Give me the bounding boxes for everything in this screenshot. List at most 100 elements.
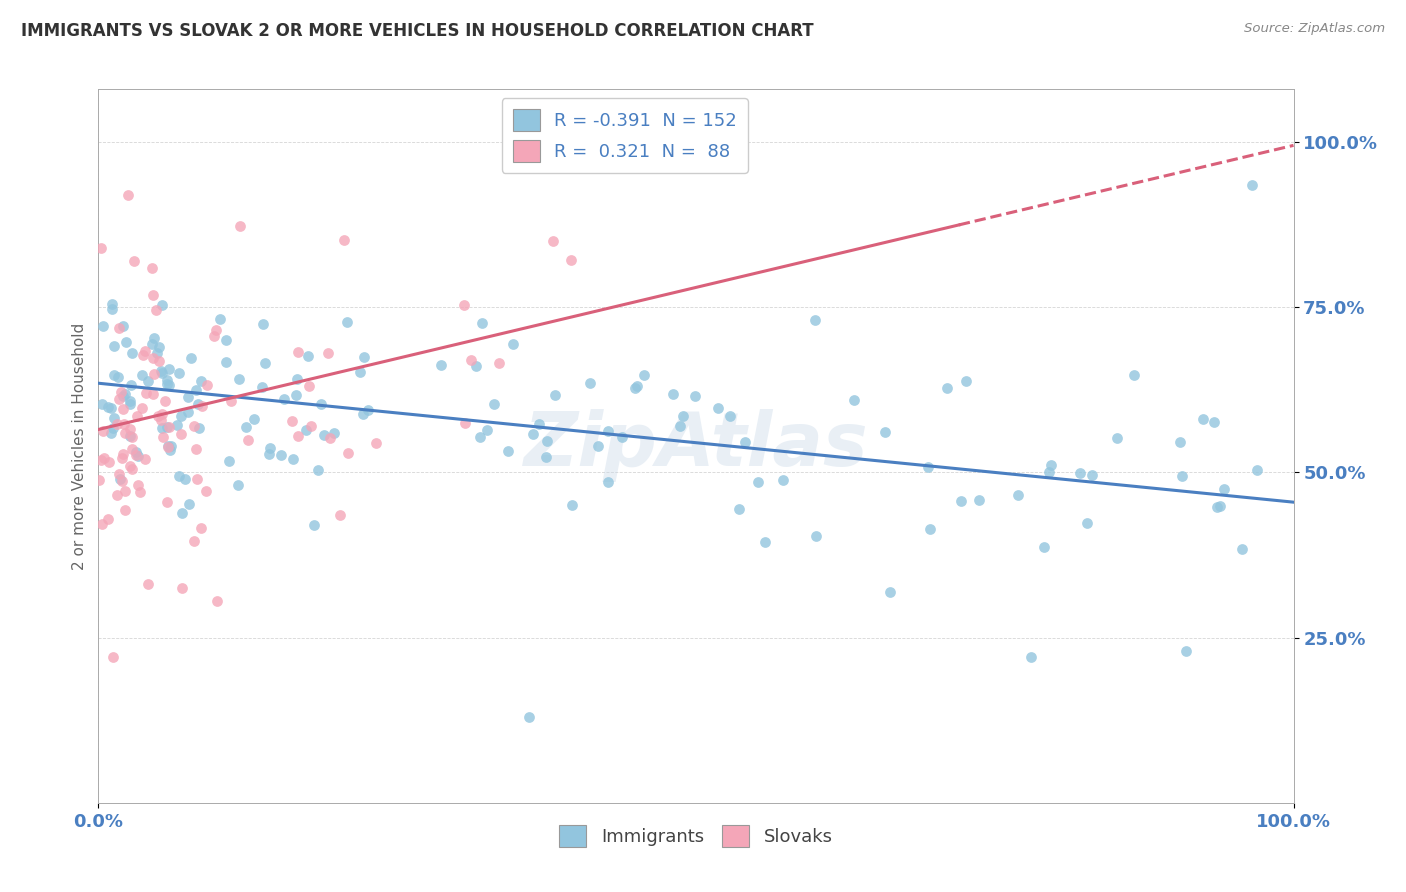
Point bbox=[259, 442, 281, 456]
Point bbox=[215, 333, 238, 347]
Point bbox=[1171, 468, 1194, 483]
Point bbox=[672, 409, 695, 423]
Point bbox=[337, 446, 360, 460]
Point bbox=[270, 448, 292, 462]
Point bbox=[150, 421, 173, 435]
Point bbox=[127, 478, 149, 492]
Point bbox=[1212, 482, 1234, 496]
Point bbox=[920, 522, 942, 536]
Point bbox=[118, 429, 141, 443]
Point bbox=[879, 585, 901, 599]
Point bbox=[156, 495, 179, 509]
Point bbox=[156, 373, 179, 387]
Point bbox=[366, 436, 388, 450]
Point bbox=[142, 367, 165, 381]
Point bbox=[108, 320, 131, 334]
Point bbox=[302, 518, 325, 533]
Point bbox=[124, 254, 146, 268]
Point bbox=[131, 368, 153, 383]
Point bbox=[586, 439, 609, 453]
Point bbox=[1240, 178, 1263, 192]
Point bbox=[148, 353, 170, 368]
Point bbox=[157, 439, 180, 453]
Point bbox=[108, 467, 131, 482]
Point bbox=[167, 366, 190, 380]
Point bbox=[734, 435, 756, 450]
Point bbox=[287, 344, 309, 359]
Point bbox=[527, 417, 550, 431]
Point bbox=[190, 521, 212, 535]
Point bbox=[1033, 540, 1056, 554]
Point bbox=[142, 386, 165, 401]
Point bbox=[728, 502, 751, 516]
Point bbox=[191, 399, 214, 413]
Point bbox=[685, 389, 707, 403]
Point bbox=[202, 328, 225, 343]
Point bbox=[287, 429, 309, 443]
Point bbox=[157, 420, 180, 434]
Point bbox=[316, 346, 339, 360]
Point bbox=[285, 372, 308, 386]
Point bbox=[772, 473, 794, 487]
Point bbox=[873, 425, 896, 439]
Point bbox=[101, 302, 124, 317]
Point bbox=[173, 472, 195, 486]
Point bbox=[118, 459, 141, 474]
Point bbox=[283, 452, 305, 467]
Point bbox=[150, 367, 173, 381]
Point bbox=[806, 529, 828, 543]
Point bbox=[129, 485, 152, 500]
Point bbox=[1204, 416, 1226, 430]
Point bbox=[236, 433, 259, 447]
Point bbox=[1123, 368, 1146, 382]
Point bbox=[91, 516, 114, 531]
Point bbox=[93, 424, 115, 438]
Point bbox=[561, 498, 583, 512]
Point bbox=[1209, 500, 1232, 514]
Legend: Immigrants, Slovaks: Immigrants, Slovaks bbox=[553, 818, 839, 855]
Point bbox=[141, 260, 163, 275]
Point bbox=[114, 387, 136, 401]
Point bbox=[101, 297, 124, 311]
Point bbox=[121, 462, 143, 476]
Point bbox=[624, 381, 647, 395]
Point bbox=[152, 430, 174, 444]
Point bbox=[534, 450, 557, 465]
Point bbox=[229, 219, 252, 234]
Point bbox=[105, 488, 128, 502]
Point bbox=[183, 419, 205, 434]
Point bbox=[155, 420, 177, 434]
Point bbox=[110, 472, 132, 486]
Point bbox=[148, 409, 170, 424]
Point bbox=[453, 417, 475, 431]
Point bbox=[97, 512, 120, 526]
Point bbox=[285, 388, 308, 402]
Point bbox=[166, 418, 188, 433]
Point bbox=[125, 409, 148, 424]
Point bbox=[470, 430, 492, 444]
Text: IMMIGRANTS VS SLOVAK 2 OR MORE VEHICLES IN HOUSEHOLD CORRELATION CHART: IMMIGRANTS VS SLOVAK 2 OR MORE VEHICLES … bbox=[21, 22, 814, 40]
Point bbox=[1007, 487, 1029, 501]
Point bbox=[205, 323, 228, 337]
Point bbox=[134, 344, 156, 359]
Point bbox=[97, 455, 120, 469]
Point bbox=[560, 252, 582, 267]
Point bbox=[544, 388, 567, 402]
Point bbox=[110, 385, 132, 400]
Point bbox=[111, 389, 134, 403]
Point bbox=[150, 298, 173, 312]
Point bbox=[115, 334, 138, 349]
Point bbox=[111, 474, 134, 488]
Point bbox=[125, 448, 148, 462]
Point bbox=[596, 475, 619, 489]
Point bbox=[323, 425, 346, 440]
Point bbox=[1040, 458, 1063, 472]
Point bbox=[707, 401, 730, 415]
Point bbox=[190, 374, 212, 388]
Point bbox=[118, 396, 141, 410]
Point bbox=[471, 316, 494, 330]
Point bbox=[142, 351, 165, 365]
Point bbox=[596, 424, 619, 438]
Point bbox=[112, 417, 135, 432]
Point bbox=[114, 426, 136, 441]
